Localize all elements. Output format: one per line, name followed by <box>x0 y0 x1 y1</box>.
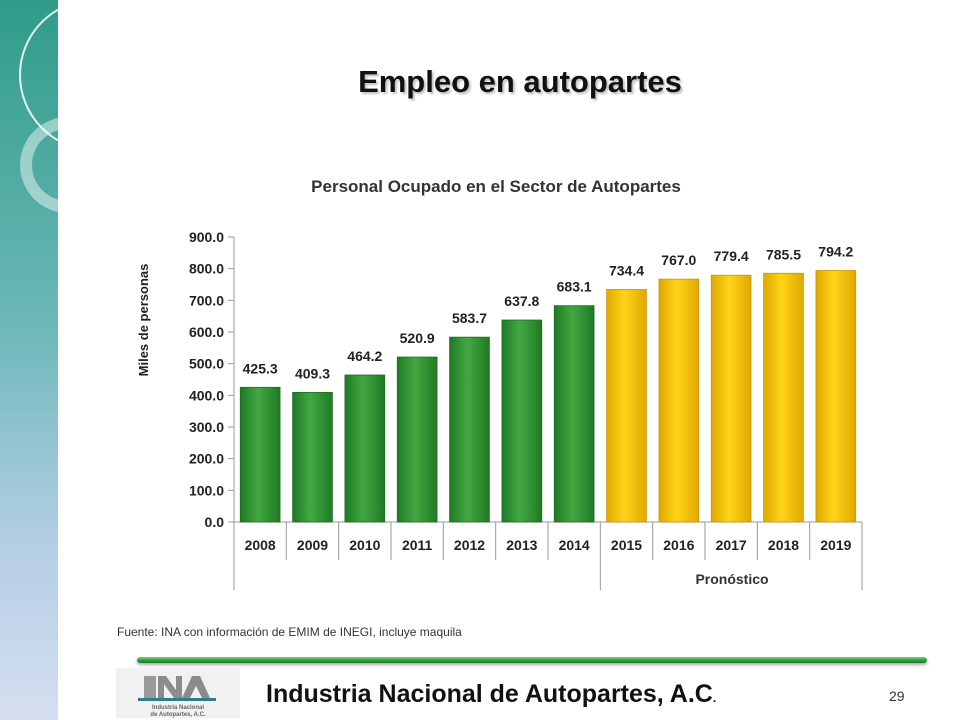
x-tick-label-2013: 2013 <box>506 537 537 553</box>
bar-2015 <box>606 289 647 523</box>
bar-2012 <box>449 336 490 523</box>
footer-organization-name: Industria Nacional de Autopartes, A.C <box>266 680 713 708</box>
value-label-2012: 583.7 <box>452 310 487 326</box>
ina-logo: Industria Nacional de Autopartes, A.C. <box>116 668 240 718</box>
chart-title: Personal Ocupado en el Sector de Autopar… <box>311 177 681 196</box>
x-tick-label-2019: 2019 <box>820 537 851 553</box>
y-tick-label: 600.0 <box>189 324 224 340</box>
value-label-2018: 785.5 <box>766 246 801 262</box>
value-label-2015: 734.4 <box>609 262 644 278</box>
y-tick-label: 100.0 <box>189 482 224 498</box>
value-label-2010: 464.2 <box>347 348 382 364</box>
value-label-2009: 409.3 <box>295 365 330 381</box>
x-tick-label-2008: 2008 <box>245 537 276 553</box>
y-tick-label: 200.0 <box>189 451 224 467</box>
footer-divider <box>137 657 927 663</box>
y-tick-label: 400.0 <box>189 387 224 403</box>
bar-2010 <box>344 374 386 523</box>
y-tick-label: 0.0 <box>205 514 225 530</box>
x-tick-label-2014: 2014 <box>559 537 590 553</box>
x-tick-label-2016: 2016 <box>663 537 694 553</box>
value-label-2016: 767.0 <box>661 252 696 268</box>
value-label-2017: 779.4 <box>714 248 749 264</box>
value-label-2019: 794.2 <box>818 244 853 260</box>
bar-2014 <box>553 305 595 523</box>
bar-2009 <box>292 391 333 523</box>
y-tick-label: 700.0 <box>189 292 224 308</box>
decorative-sidebar <box>0 0 58 720</box>
bar-2019 <box>815 270 857 523</box>
footer-organization: Industria Nacional de Autopartes, A.C. <box>266 680 716 709</box>
x-tick-label-2018: 2018 <box>768 537 799 553</box>
bar-2013 <box>501 319 543 523</box>
footer-organization-period: . <box>712 691 717 705</box>
value-label-2011: 520.9 <box>400 330 435 346</box>
bar-2016 <box>658 278 700 523</box>
value-label-2014: 683.1 <box>557 279 592 295</box>
source-note: Fuente: INA con información de EMIM de I… <box>117 625 462 639</box>
x-tick-label-2015: 2015 <box>611 537 642 553</box>
x-tick-label-2009: 2009 <box>297 537 328 553</box>
y-axis-label: Miles de personas <box>136 264 151 377</box>
x-tick-label-2012: 2012 <box>454 537 485 553</box>
value-label-2013: 637.8 <box>504 293 539 309</box>
x-tick-label-2010: 2010 <box>349 537 380 553</box>
x-tick-label-2011: 2011 <box>402 537 433 553</box>
page-number: 29 <box>889 688 905 704</box>
logo-line-2: de Autopartes, A.C. <box>150 712 206 718</box>
forecast-group-label: Pronóstico <box>695 571 768 587</box>
logo-line-1: Industria Nacional <box>152 705 204 711</box>
y-tick-label: 800.0 <box>189 261 224 277</box>
y-tick-label: 500.0 <box>189 356 224 372</box>
y-tick-label: 300.0 <box>189 419 224 435</box>
bar-2008 <box>239 386 281 523</box>
bar-2011 <box>396 356 438 523</box>
value-label-2008: 425.3 <box>243 360 278 376</box>
bar-2017 <box>710 274 752 523</box>
slide-title: Empleo en autopartes <box>358 64 682 99</box>
x-tick-label-2017: 2017 <box>716 537 747 553</box>
y-tick-label: 900.0 <box>189 229 224 245</box>
bar-2018 <box>763 272 804 523</box>
